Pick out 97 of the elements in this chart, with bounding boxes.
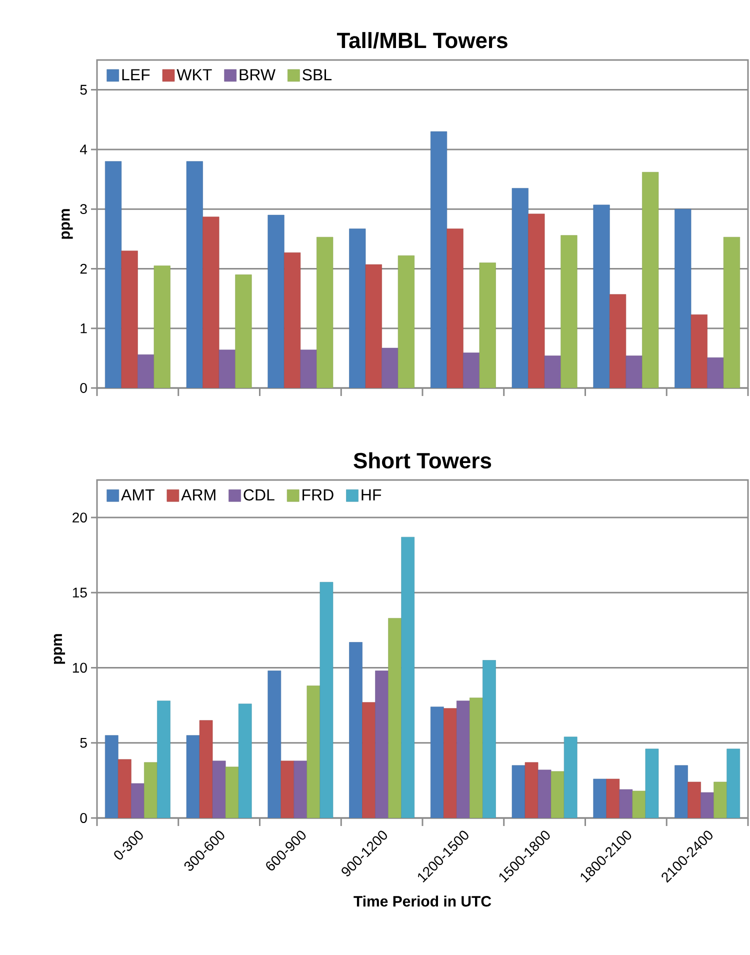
bar [512,765,526,818]
bar [154,266,170,388]
bar [444,708,457,818]
bar [186,161,203,388]
bar [104,735,118,818]
bar [674,765,688,818]
bar [235,274,252,388]
bar [463,352,480,388]
bar [538,770,552,818]
bar [316,236,334,388]
bar [131,783,144,818]
bar [645,748,659,818]
bar [157,700,170,818]
y-tick-label: 0 [80,383,87,393]
bar [528,214,545,388]
bar [238,704,252,818]
bar [550,771,564,818]
bar [707,357,724,388]
bar [723,236,740,388]
y-axis-title: ppm [62,209,73,239]
chart-title: Short Towers [354,452,492,468]
y-tick-label: 0 [80,813,87,823]
legend-label: ARM [181,489,216,500]
bar [512,188,528,388]
bar [479,262,496,388]
y-tick-label: 3 [80,204,87,214]
bar [186,735,200,818]
bar [714,782,727,818]
legend-label: AMT [121,489,154,500]
bar [388,618,402,818]
bar [446,228,464,388]
bar [199,720,213,818]
bar [688,782,701,818]
bar [349,642,362,818]
bar [606,778,620,818]
y-tick-label: 5 [80,84,87,95]
bar [456,700,470,818]
bar [593,204,610,388]
chart-title: Tall/MBL Towers [336,32,508,48]
bar [382,348,398,388]
bar [401,536,415,818]
legend-label: BRW [240,69,276,80]
bar [560,235,578,388]
y-tick-label: 20 [72,512,87,523]
bar [430,706,444,818]
legend-label: FRD [302,489,334,500]
legend-label: SBL [302,69,332,80]
y-tick-label: 4 [80,144,88,154]
y-tick-label: 10 [72,662,87,673]
bar [674,208,692,388]
bar [524,762,538,818]
legend-label: HF [362,489,382,500]
bar [284,252,301,388]
y-tick-label: 1 [80,324,87,334]
bar [104,161,122,388]
legend-label: LEF [122,69,150,80]
bar [300,350,317,388]
bar [365,264,382,388]
bar [626,356,642,388]
bar [470,698,483,818]
bar [212,760,226,818]
bar [349,228,366,388]
y-axis-title: ppm [54,634,66,664]
bar [218,350,236,388]
bar [294,760,308,818]
bar [138,354,154,388]
bar [225,766,239,818]
bar [306,686,320,818]
bar [544,356,561,388]
bar [398,255,415,388]
bar [610,294,626,388]
bar [642,172,659,388]
y-tick-label: 2 [80,264,87,274]
bar [202,216,220,388]
legend-label: WKT [176,69,212,80]
bar [564,736,578,818]
bar [430,131,448,388]
y-tick-label: 5 [80,738,87,748]
bar [280,760,294,818]
bar [144,762,158,818]
bar [690,314,708,388]
legend-label: CDL [244,489,274,501]
bar [362,702,376,818]
bar [268,214,284,388]
bar [320,582,334,818]
bar [268,670,282,818]
bar [482,660,496,818]
bar [700,792,714,818]
bar [726,748,740,818]
bar [375,670,388,818]
bar [632,790,646,818]
x-axis-title: Time Period in UTC [354,896,492,907]
bar [121,250,138,388]
bar [619,789,633,818]
bar [118,759,132,818]
y-tick-label: 15 [72,588,87,598]
bar [593,778,607,818]
